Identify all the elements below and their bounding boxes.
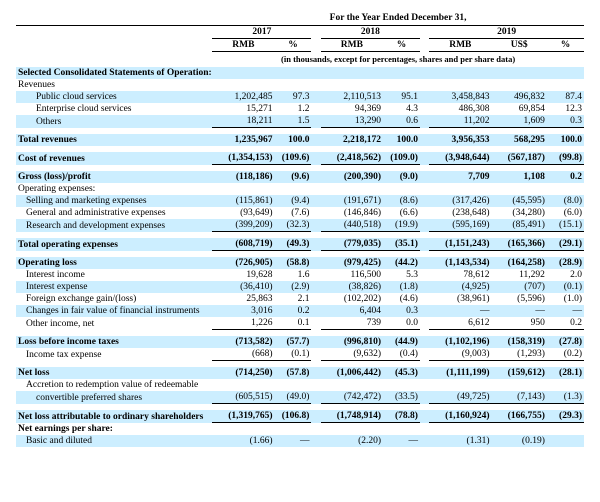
year-2018: 2018 xyxy=(321,26,420,39)
row-net-loss: Net loss (714,250) (57.8) (1,006,442) (4… xyxy=(16,367,584,379)
row-general-admin: General and administrative expenses (93,… xyxy=(16,207,584,219)
row-fv-change: Changes in fair value of financial instr… xyxy=(16,305,584,317)
section-stmt-ops: Selected Consolidated Statements of Oper… xyxy=(16,67,212,79)
row-income-tax: Income tax expense (668) (0.1) (9,632) (… xyxy=(16,348,584,361)
row-accretion-line1: Accretion to redemption value of redeema… xyxy=(16,379,584,391)
row-accretion-line2: convertible preferred shares (605,515) (… xyxy=(16,391,584,404)
row-others: Others 18,211 1.5 13,290 0.6 11,202 1,60… xyxy=(16,115,584,128)
units-note: (in thousands, except for percentages, s… xyxy=(212,52,584,68)
row-cost-of-revenues: Cost of revenues (1,354,153) (109.6) (2,… xyxy=(16,152,584,165)
col-rmb: RMB xyxy=(212,39,274,52)
row-other-income: Other income, net 1,226 0.1 739 0.0 6,61… xyxy=(16,317,584,330)
opex-header: Operating expenses: xyxy=(16,183,212,195)
row-public-cloud: Public cloud services 1,202,485 97.3 2,1… xyxy=(16,91,584,103)
revenues-label: Revenues xyxy=(16,79,212,91)
row-rnd: Research and development expenses (399,2… xyxy=(16,219,584,232)
year-2017: 2017 xyxy=(212,26,311,39)
eps-header: Net earnings per share: xyxy=(16,423,212,435)
row-interest-income: Interest income 19,628 1.6 116,500 5.3 7… xyxy=(16,269,584,281)
row-interest-expense: Interest expense (36,410) (2.9) (38,826)… xyxy=(16,281,584,293)
row-total-opex: Total operating expenses (608,719) (49.3… xyxy=(16,238,584,251)
row-gross: Gross (loss)/profit (118,186) (9.6) (200… xyxy=(16,171,584,183)
row-operating-loss: Operating loss (726,905) (58.8) (979,425… xyxy=(16,257,584,269)
row-enterprise-cloud: Enterprise cloud services 15,271 1.2 94,… xyxy=(16,103,584,115)
super-header: For the Year Ended December 31, xyxy=(212,12,584,26)
col-usd: US$ xyxy=(491,39,546,52)
row-eps: Basic and diluted (1.66) — (2.20) — (1.3… xyxy=(16,435,584,447)
row-loss-before-tax: Loss before income taxes (713,582) (57.7… xyxy=(16,336,584,348)
row-fx: Foreign exchange gain/(loss) 25,863 2.1 … xyxy=(16,293,584,305)
col-pct: % xyxy=(275,39,312,52)
financial-table: For the Year Ended December 31, 2017 201… xyxy=(16,12,584,447)
row-total-revenues: Total revenues 1,235,967 100.0 2,218,172… xyxy=(16,134,584,146)
row-net-loss-attributable: Net loss attributable to ordinary shareh… xyxy=(16,410,584,423)
row-selling-marketing: Selling and marketing expenses (115,861)… xyxy=(16,195,584,207)
year-2019: 2019 xyxy=(429,26,584,39)
